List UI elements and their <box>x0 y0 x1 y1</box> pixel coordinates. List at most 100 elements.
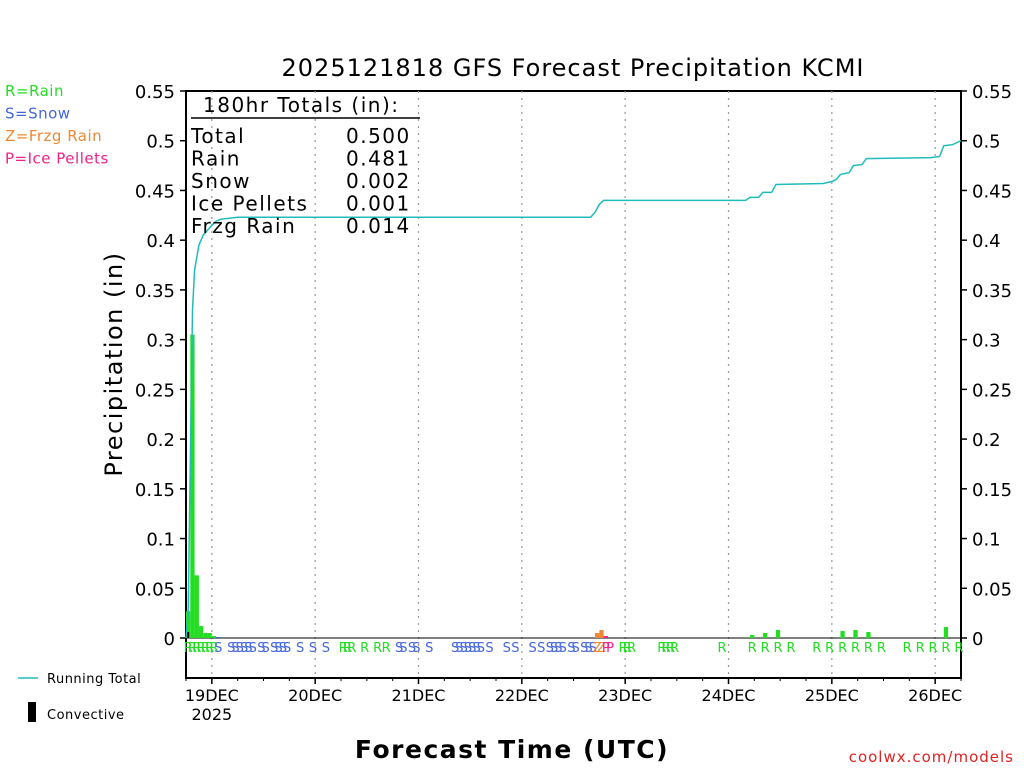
y-axis-right: 0 0.05 0.1 0.15 0.2 0.25 0.3 0.35 0.4 0.45 0.5 0.55 <box>961 82 1012 650</box>
totals-row-value: 0.500 <box>346 124 411 148</box>
precip-type-legend: R=Rain S=Snow Z=Frzg Rain P=Ice Pellets <box>5 82 108 168</box>
plot-frame <box>185 90 962 679</box>
precip-type-marker: S <box>412 641 420 656</box>
totals-row-value: 0.014 <box>346 214 411 238</box>
convective-bar <box>187 632 190 638</box>
x-tick-label: 22DEC <box>495 686 549 705</box>
precip-type-marker: S <box>455 641 463 656</box>
x-tick-label: 20DEC <box>288 686 342 705</box>
precip-type-marker: S <box>231 641 239 656</box>
precip-type-marker: R <box>192 641 201 656</box>
x-axis-label: Forecast Time (UTC) <box>355 735 669 764</box>
precip-type-marker: R <box>347 641 356 656</box>
totals-row-value: 0.001 <box>346 192 411 216</box>
precip-type-marker: Z <box>597 641 606 656</box>
precip-bar <box>186 611 191 638</box>
precip-type-marker: R <box>627 641 636 656</box>
precip-type-marker: S <box>257 641 265 656</box>
precip-type-marker: R <box>360 641 369 656</box>
precip-bar <box>198 626 204 638</box>
precip-type-marker: R <box>812 641 821 656</box>
precip-type-marker: R <box>761 641 770 656</box>
x-tick-label: 19DEC <box>185 686 239 705</box>
y-tick-label-right: 0.05 <box>972 579 1012 600</box>
precip-type-marker: R <box>339 641 348 656</box>
precip-type-marker: S <box>468 641 476 656</box>
x-gridlines <box>211 91 936 678</box>
precip-type-marker: R <box>623 641 632 656</box>
precip-type-marker: R <box>941 641 950 656</box>
y-axis-label: Precipitation (in) <box>100 251 128 476</box>
precip-type-marker: R <box>786 641 795 656</box>
credit-text: coolwx.com/models <box>849 748 1014 766</box>
precip-type-marker: S <box>572 641 580 656</box>
precip-bar <box>840 631 845 638</box>
x-tick-label: 26DEC <box>908 686 962 705</box>
precip-type-marker: S <box>546 641 554 656</box>
convective-legend-label: Convective <box>47 708 125 723</box>
precip-type-marker: R <box>666 641 675 656</box>
y-tick-label-left: 0.05 <box>135 579 175 600</box>
precip-bar <box>943 627 949 638</box>
precip-type-marker: S <box>249 641 257 656</box>
precip-type-marker: S <box>425 641 433 656</box>
precip-type-marker: R <box>877 641 886 656</box>
precip-bar <box>750 635 755 638</box>
precip-type-marker: S <box>283 641 291 656</box>
y-tick-label-right: 0.45 <box>972 181 1012 202</box>
precip-type-marker: S <box>309 641 317 656</box>
totals-heading: 180hr Totals (in): <box>203 93 400 117</box>
totals-row-label: Ice Pellets <box>191 192 308 216</box>
precip-type-marker: S <box>464 641 472 656</box>
precip-type-marker: S <box>214 641 222 656</box>
precip-bar <box>207 633 212 638</box>
y-tick-label-right: 0.2 <box>972 430 1001 451</box>
precip-type-marker: S <box>274 641 282 656</box>
precip-type-legend-item: S=Snow <box>5 105 71 123</box>
precip-type-marker: R <box>928 641 937 656</box>
precip-type-marker: S <box>567 641 575 656</box>
y-tick-label-left: 0.5 <box>146 132 175 153</box>
chart-title: 2025121818 GFS Forecast Precipitation KC… <box>282 54 865 82</box>
precip-type-marker: R <box>916 641 925 656</box>
totals-row-value: 0.481 <box>346 147 411 171</box>
precip-type-marker: S <box>399 641 407 656</box>
precip-type-marker: S <box>451 641 459 656</box>
precip-type-legend-item: Z=Frzg Rain <box>5 127 102 145</box>
precip-type-marker: S <box>395 641 403 656</box>
y-tick-label-right: 0.55 <box>972 82 1012 103</box>
precip-bar <box>211 636 217 638</box>
precip-type-marker: S <box>460 641 468 656</box>
precip-bar <box>190 334 195 638</box>
precip-type-marker: R <box>662 641 671 656</box>
y-tick-label-right: 0.3 <box>972 331 1001 352</box>
precip-type-marker: S <box>528 641 536 656</box>
y-tick-label-right: 0.5 <box>972 132 1001 153</box>
precip-type-marker: R <box>205 641 214 656</box>
totals-box: 180hr Totals (in): Total 0.500 Rain 0.481 Sn… <box>190 93 420 238</box>
precip-type-marker: S <box>589 641 597 656</box>
precip-bar <box>216 637 221 638</box>
x-tick-label: 25DEC <box>805 686 859 705</box>
precip-bar <box>595 633 600 638</box>
precip-bar <box>194 575 199 638</box>
precip-type-marker: S <box>554 641 562 656</box>
precip-type-marker: S <box>503 641 511 656</box>
totals-row-value: 0.002 <box>346 169 411 193</box>
precip-type-marker: S <box>262 641 270 656</box>
precip-type-marker: R <box>718 641 727 656</box>
precip-bar <box>603 636 608 638</box>
precip-type-marker: S <box>584 641 592 656</box>
y-tick-label-left: 0.55 <box>135 82 175 103</box>
precip-type-marker: R <box>618 641 627 656</box>
precip-type-marker: R <box>201 641 210 656</box>
precip-type-marker: R <box>825 641 834 656</box>
y-tick-label-left: 0.2 <box>146 430 175 451</box>
precip-type-marker: Z <box>593 641 602 656</box>
precip-type-marker: S <box>270 641 278 656</box>
precip-bar <box>599 630 604 638</box>
precip-type-marker: R <box>838 641 847 656</box>
precip-bar <box>762 633 768 638</box>
